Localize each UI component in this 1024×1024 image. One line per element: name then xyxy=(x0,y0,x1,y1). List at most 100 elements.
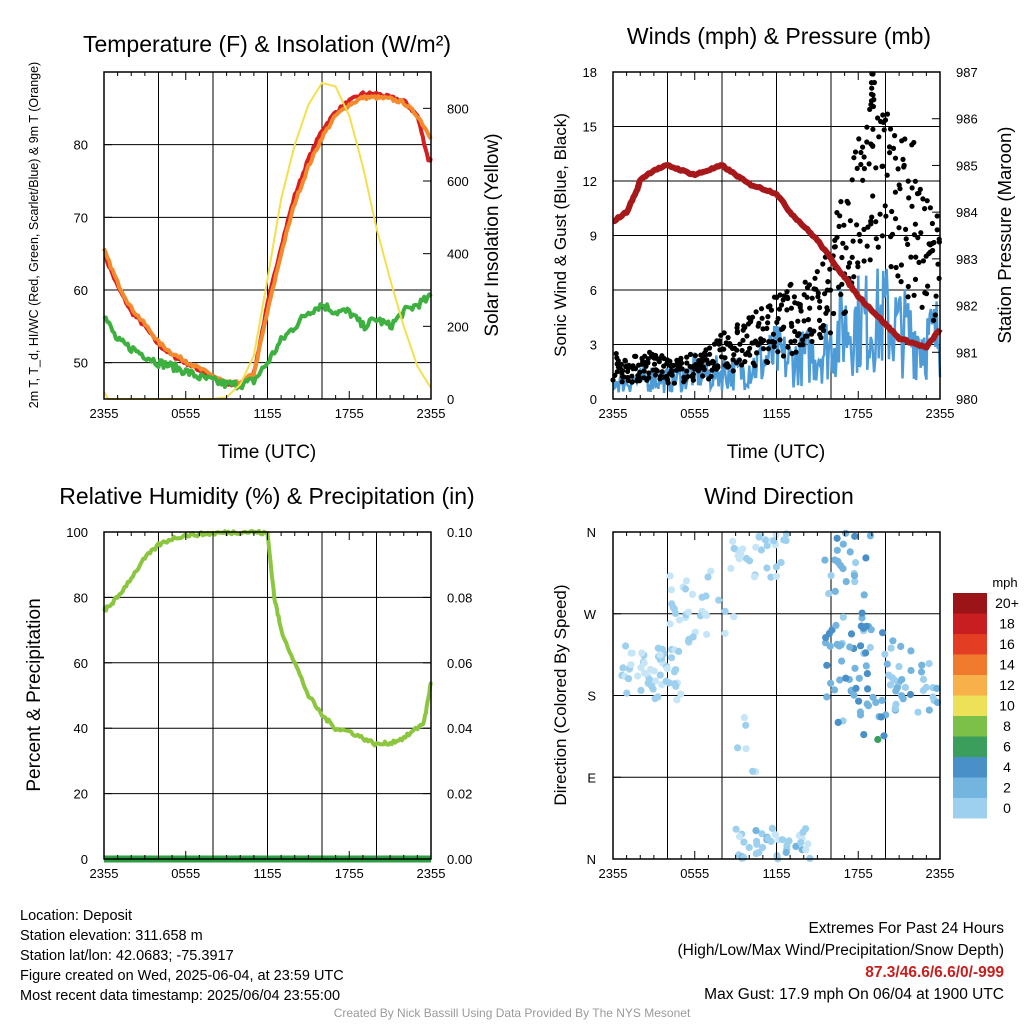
chart-title: Relative Humidity (%) & Precipitation (i… xyxy=(59,483,474,509)
gust-point xyxy=(916,259,922,265)
gust-point xyxy=(622,358,629,364)
direction-point xyxy=(715,596,723,604)
gust-point xyxy=(744,333,750,339)
gust-point xyxy=(797,302,803,308)
gust-point xyxy=(834,234,840,240)
direction-point xyxy=(730,544,738,553)
gust-point xyxy=(858,161,864,168)
y2-tick-label: 984 xyxy=(956,205,978,220)
direction-point xyxy=(899,695,907,703)
gust-point xyxy=(637,369,643,375)
gust-point xyxy=(820,327,827,334)
gust-point xyxy=(789,323,795,329)
gust-point xyxy=(814,269,820,275)
direction-point xyxy=(702,592,710,600)
y2-axis-label: Station Pressure (Maroon) xyxy=(994,127,1015,344)
gust-point xyxy=(931,317,937,323)
y2-tick-label: 0.04 xyxy=(447,721,472,736)
direction-point xyxy=(823,661,831,669)
gust-point xyxy=(897,186,903,192)
direction-point xyxy=(634,672,642,680)
gust-point xyxy=(847,260,853,266)
direction-point xyxy=(925,706,933,714)
gust-point xyxy=(806,282,813,288)
gust-point xyxy=(854,222,860,228)
x-tick-label: 1755 xyxy=(844,866,873,881)
gust-point xyxy=(768,307,775,313)
gust-point xyxy=(731,352,737,358)
gust-point xyxy=(860,144,866,150)
chart-title: Winds (mph) & Pressure (mb) xyxy=(627,23,931,49)
gust-point xyxy=(936,275,942,281)
direction-point xyxy=(889,637,897,645)
direction-point xyxy=(623,689,631,697)
x-tick-label: 0555 xyxy=(171,866,200,881)
gust-point xyxy=(873,165,879,171)
gust-point xyxy=(754,350,760,356)
gust-point xyxy=(843,245,849,251)
gust-point xyxy=(646,370,652,376)
x-tick-label: 2355 xyxy=(599,866,628,881)
legend-swatch xyxy=(953,593,987,614)
direction-point xyxy=(880,732,888,740)
y-tick-label: N xyxy=(587,852,596,867)
extremes-summary: Extremes For Past 24 Hours (High/Low/Max… xyxy=(678,918,1005,1006)
gust-point xyxy=(765,320,771,326)
gust-point xyxy=(882,203,888,209)
direction-point xyxy=(666,620,674,628)
gust-point xyxy=(851,155,857,161)
gust-point xyxy=(789,350,795,357)
direction-point xyxy=(822,634,830,642)
y-axis-label: 2m T, T_d, HI/WC (Red, Green, Scarlet/Bl… xyxy=(27,62,41,408)
gust-point xyxy=(870,193,876,199)
direction-point xyxy=(669,603,677,612)
gust-point xyxy=(864,243,870,249)
y-tick-label: N xyxy=(587,525,596,540)
gust-point xyxy=(770,331,777,337)
direction-point xyxy=(648,682,656,690)
gust-point xyxy=(620,374,626,380)
gust-point xyxy=(864,139,870,145)
gust-point xyxy=(855,264,861,270)
gust-point xyxy=(679,360,685,366)
gust-point xyxy=(870,143,876,149)
gust-point xyxy=(775,316,781,322)
y-tick-label: 0 xyxy=(81,852,88,867)
direction-point xyxy=(851,664,859,672)
y2-axis-label: Solar Insolation (Yellow) xyxy=(482,133,503,336)
gust-point xyxy=(646,375,652,381)
direction-point xyxy=(654,644,662,652)
direction-point xyxy=(860,731,868,739)
gust-point xyxy=(740,337,746,343)
gust-point xyxy=(775,349,781,355)
gust-point xyxy=(851,274,857,280)
gust-point xyxy=(788,305,795,311)
direction-point xyxy=(656,651,664,659)
gust-point xyxy=(671,380,677,386)
y2-tick-label: 987 xyxy=(956,65,978,80)
gust-point xyxy=(700,373,706,379)
gust-point xyxy=(903,236,909,242)
gust-point xyxy=(730,368,736,374)
y-tick-label: 18 xyxy=(583,65,597,80)
y-tick-label: E xyxy=(587,770,596,785)
gust-point xyxy=(761,337,767,344)
gust-point xyxy=(807,305,813,311)
gust-point xyxy=(802,279,808,285)
direction-point xyxy=(637,686,645,695)
gust-point xyxy=(849,254,855,260)
legend-swatch xyxy=(953,675,987,696)
gust-point xyxy=(884,111,891,117)
y2-tick-label: 400 xyxy=(447,247,469,262)
y2-tick-label: 0.00 xyxy=(447,852,472,867)
gust-point xyxy=(892,155,899,161)
x-tick-label: 0555 xyxy=(680,406,709,421)
gust-point xyxy=(809,295,815,301)
gust-point xyxy=(840,240,846,246)
gust-point xyxy=(708,373,714,379)
direction-point xyxy=(852,684,860,693)
gust-point xyxy=(929,220,936,227)
gust-point xyxy=(903,226,909,232)
gust-point xyxy=(895,166,901,172)
gust-point xyxy=(870,126,876,132)
